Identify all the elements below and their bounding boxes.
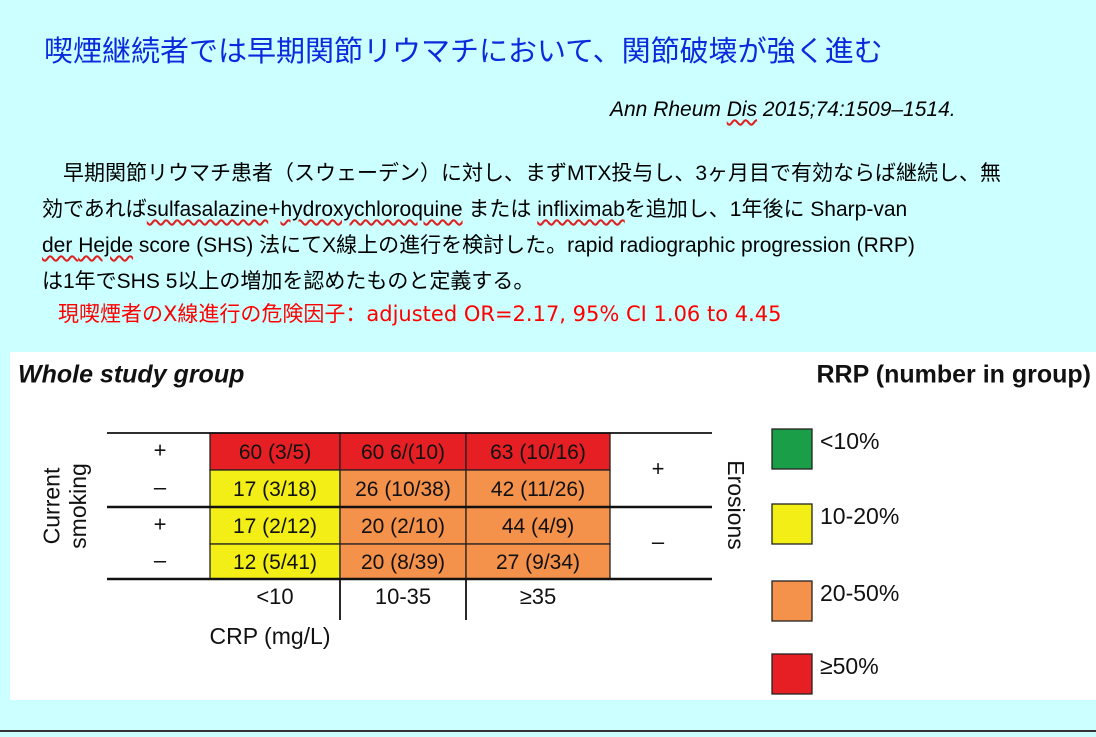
body-line-4: は1年でSHS 5以上の増加を認めたものと定義する。 <box>42 270 535 293</box>
heatmap-cell <box>209 432 341 471</box>
smoking-sign: – <box>154 547 167 572</box>
body-text: 早期関節リウマチ患者（スウェーデン）に対し、まずMTX投与し、3ヶ月目で有効なら… <box>42 156 1062 300</box>
legend-swatch <box>771 503 813 545</box>
chart-title: Whole study group <box>18 361 244 389</box>
legend-swatch <box>771 580 813 622</box>
cell-label: 17 (3/18) <box>233 478 317 501</box>
cell-label: 60 (3/5) <box>239 441 311 464</box>
body-text-span: 効であれば <box>42 198 147 221</box>
legend-swatch <box>771 428 813 470</box>
smoking-sign: + <box>154 437 167 462</box>
x-tick-label: <10 <box>256 584 293 609</box>
citation: Ann Rheum Dis 2015;74:1509–1514. <box>610 98 956 122</box>
heatmap-cell <box>465 543 611 580</box>
body-text-span: または <box>462 198 538 221</box>
rrp-heatmap-chart: Whole study group RRP (number in group) 60… <box>18 361 1091 695</box>
drug-sulfasalazine: sulfasalazine <box>146 198 269 221</box>
term-hejde: Hejde <box>78 234 134 257</box>
cell-label: 20 (8/39) <box>361 551 445 574</box>
cell-label: 12 (5/41) <box>233 551 317 574</box>
citation-details: 2015;74:1509–1514. <box>757 98 956 121</box>
heatmap-cell <box>209 543 341 580</box>
x-tick-label: ≥35 <box>520 584 557 609</box>
legend-swatch <box>771 653 813 695</box>
cell-label: 20 (2/10) <box>361 515 445 538</box>
citation-journal: Ann Rheum <box>610 98 727 121</box>
erosions-sign: – <box>652 529 665 554</box>
heatmap-cell <box>465 469 611 508</box>
x-tick-label: 10-35 <box>375 584 431 609</box>
legend-title: RRP (number in group) <box>816 361 1091 389</box>
slide-title: 喫煙継続者では早期関節リウマチにおいて、関節破壊が強く進む <box>44 34 883 68</box>
cell-label: 63 (10/16) <box>490 441 586 464</box>
cell-label: 60 6/(10) <box>361 441 445 464</box>
legend-label: 10-20% <box>820 503 899 529</box>
drug-hydroxychloroquine: hydroxychloroquine <box>280 198 463 221</box>
body-line-3: der Hejde score (SHS) 法にてX線上の進行を検討した。rap… <box>42 228 1062 264</box>
cell-label: 44 (4/9) <box>502 515 574 538</box>
cell-label: 17 (2/12) <box>233 515 317 538</box>
bottom-divider <box>0 730 1096 732</box>
body-line-2: 効であればsulfasalazine+hydroxychloroquine また… <box>42 192 1062 228</box>
citation-journal-marked: Dis <box>726 98 758 121</box>
heatmap-cell <box>339 506 467 545</box>
body-text-span: + <box>268 198 281 221</box>
smoking-sign: – <box>154 474 167 499</box>
legend-label: 20-50% <box>820 580 899 606</box>
body-line-1: 早期関節リウマチ患者（スウェーデン）に対し、まずMTX投与し、3ヶ月目で有効なら… <box>42 156 1062 192</box>
cell-label: 27 (9/34) <box>496 551 580 574</box>
finding-text: 現喫煙者のX線進行の危険因子：adjusted OR=2.17, 95% CI … <box>58 302 782 326</box>
x-axis-label: CRP (mg/L) <box>210 623 331 649</box>
cell-label: 26 (10/38) <box>355 478 451 501</box>
body-text-span: を追加し、1年後に Sharp-van <box>624 198 908 221</box>
legend-label: <10% <box>820 428 879 454</box>
body-text-span: score (SHS) 法にてX線上の進行を検討した。rapid radiogr… <box>133 234 915 257</box>
cell-label: 42 (11/26) <box>491 478 585 501</box>
y-axis-label: Currentsmoking <box>39 463 91 549</box>
erosions-sign: + <box>652 456 665 481</box>
smoking-sign: + <box>154 511 167 536</box>
body-line-1-text: 早期関節リウマチ患者（スウェーデン）に対し、まずMTX投与し、3ヶ月目で有効なら… <box>63 162 1002 185</box>
heatmap-cell <box>339 432 467 471</box>
body-text-span: der <box>42 234 79 257</box>
drug-infliximab: infliximab <box>537 198 625 221</box>
legend-label: ≥50% <box>820 653 879 679</box>
erosions-label: Erosions <box>723 460 749 549</box>
figure-panel: Whole study group RRP (number in group) 60… <box>10 352 1096 700</box>
